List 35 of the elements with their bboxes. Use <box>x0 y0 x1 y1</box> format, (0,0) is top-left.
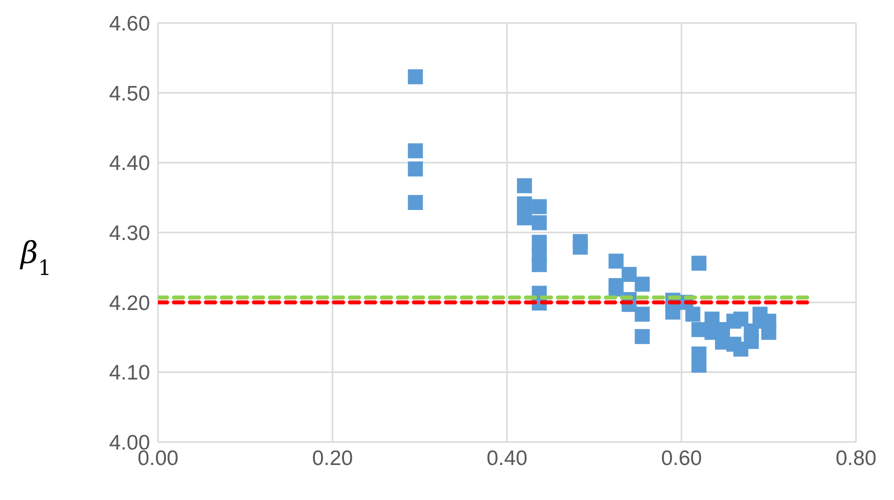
x-tick-label: 0.80 <box>836 446 876 470</box>
point <box>691 256 706 271</box>
point <box>761 324 776 340</box>
point <box>408 143 423 158</box>
y-axis-title: β$_{1}$ <box>20 236 52 280</box>
point <box>634 276 650 292</box>
point <box>532 199 547 214</box>
x-tick-label: 0.40 <box>486 446 528 470</box>
point <box>532 215 547 230</box>
y-tick-label: 4.60 <box>109 12 150 36</box>
point <box>516 196 532 212</box>
point <box>516 210 532 226</box>
point <box>744 334 759 349</box>
y-tick-label: 4.50 <box>109 82 150 106</box>
point <box>622 266 637 282</box>
point <box>408 69 423 84</box>
point <box>532 257 547 272</box>
y-tick-label: 4.30 <box>109 222 150 245</box>
y-tick-label: 4.20 <box>109 292 150 315</box>
point <box>665 304 680 320</box>
point <box>572 240 588 255</box>
x-tick-label: 0.60 <box>661 446 702 470</box>
point <box>691 358 706 373</box>
point <box>634 329 650 344</box>
point <box>685 306 700 322</box>
point <box>733 312 748 327</box>
point <box>634 306 650 322</box>
point <box>408 161 423 176</box>
y-tick-label: 4.10 <box>109 362 150 385</box>
point <box>608 254 624 269</box>
point <box>408 194 423 210</box>
point <box>608 282 624 297</box>
y-tick-label: 4.40 <box>109 152 150 176</box>
point <box>516 178 532 194</box>
x-tick-label: 0.20 <box>312 446 353 470</box>
